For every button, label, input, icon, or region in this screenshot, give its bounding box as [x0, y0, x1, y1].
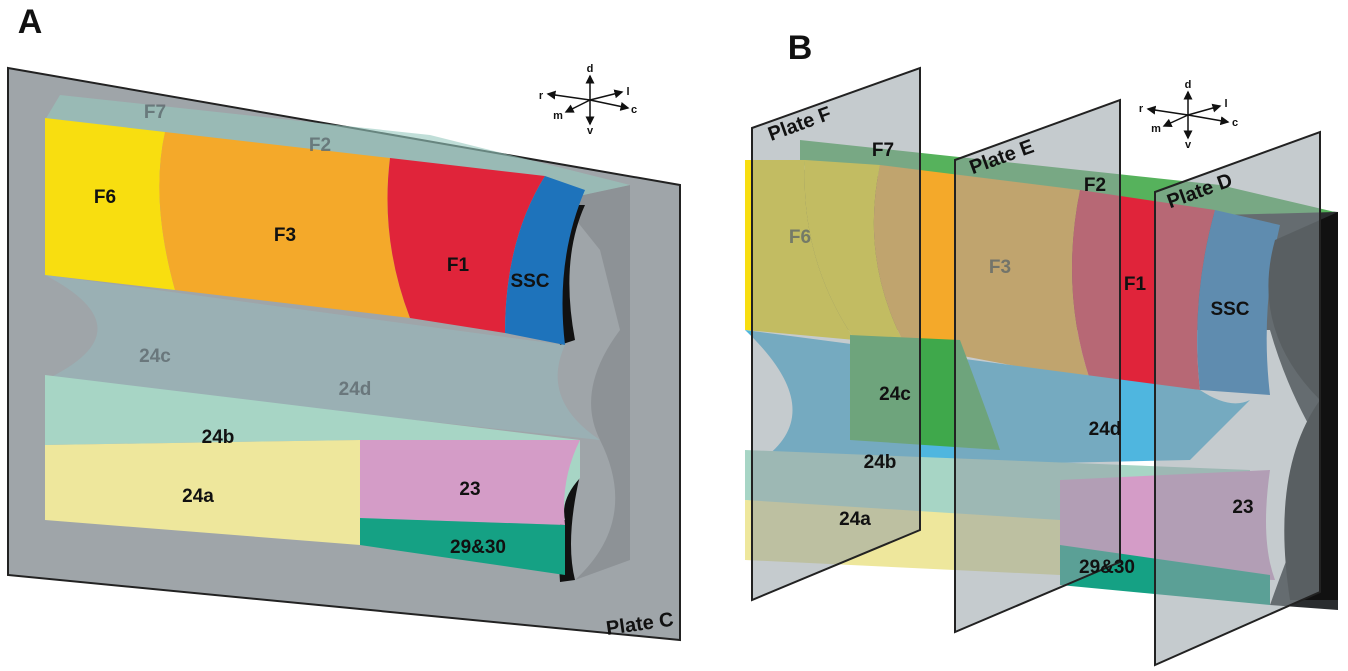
- compass-label: v: [1185, 139, 1192, 151]
- compass-label: m: [1151, 123, 1161, 135]
- plate: [1155, 132, 1320, 665]
- region-label: 24a: [182, 486, 214, 507]
- compass-label: l: [626, 86, 629, 98]
- compass-label: v: [587, 125, 594, 137]
- compass-label: l: [1224, 98, 1227, 110]
- region-label: F7: [872, 140, 894, 161]
- region-label: F1: [447, 255, 470, 276]
- panel-b: B Plate F Plate E Plate D F7 F6 F2 F3 F1…: [745, 29, 1338, 665]
- region-label: 29&30: [1079, 557, 1135, 578]
- region-label: SSC: [510, 271, 549, 292]
- region-label: 24d: [339, 379, 372, 400]
- panel-label: A: [18, 3, 43, 41]
- region-label: 24c: [879, 384, 911, 405]
- panel-a: A F7 F2 F6 F3 F1 SSC 24c 24d 24b 24a 23 …: [8, 3, 680, 640]
- region-label: 29&30: [450, 537, 506, 558]
- compass-label: c: [631, 104, 637, 116]
- region-label: F3: [989, 257, 1011, 278]
- region-label: 24c: [139, 346, 171, 367]
- compass-label: d: [1185, 79, 1192, 91]
- region-label: F1: [1124, 274, 1147, 295]
- compass-label: r: [539, 90, 544, 102]
- region-label: F3: [274, 225, 296, 246]
- region-label: F2: [309, 135, 331, 156]
- region-label: 24d: [1089, 419, 1122, 440]
- compass-label: d: [587, 63, 594, 75]
- compass-label: r: [1139, 103, 1144, 115]
- compass-label: m: [553, 110, 563, 122]
- panel-label: B: [788, 29, 813, 67]
- plate: [752, 68, 920, 600]
- region-label: SSC: [1210, 299, 1249, 320]
- figure: A F7 F2 F6 F3 F1 SSC 24c 24d 24b 24a 23 …: [0, 0, 1348, 671]
- region-label: 23: [1232, 497, 1253, 518]
- compass-label: c: [1232, 117, 1238, 129]
- region-label: F6: [94, 187, 116, 208]
- region-label: 23: [459, 479, 480, 500]
- region-label: F7: [144, 102, 166, 123]
- region-label: F2: [1084, 175, 1106, 196]
- region-label: 24b: [864, 452, 897, 473]
- region-label: 24a: [839, 509, 871, 530]
- region-label: F6: [789, 227, 811, 248]
- region-label: 24b: [202, 427, 235, 448]
